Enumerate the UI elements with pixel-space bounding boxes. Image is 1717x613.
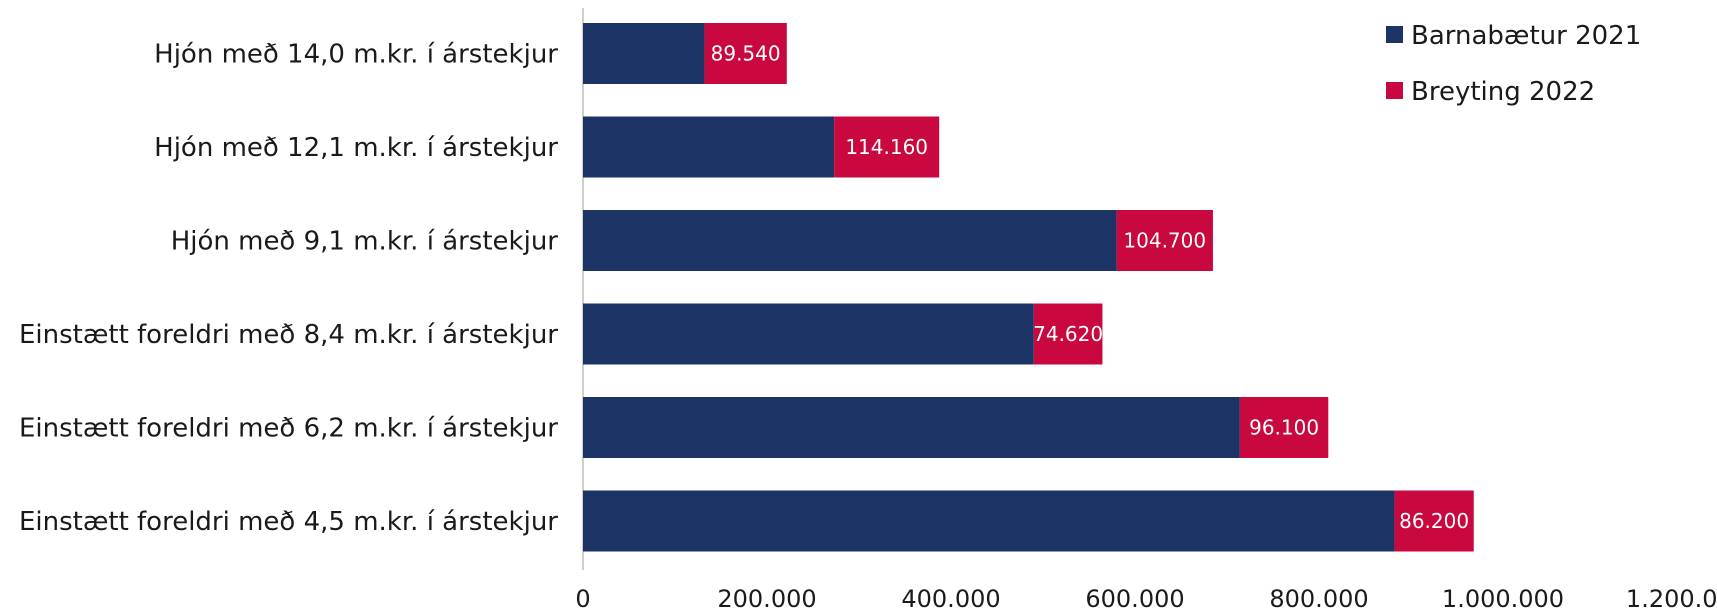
x-tick-label: 1.000.000 (1442, 585, 1564, 613)
x-axis-tick-labels: 0 200.000 400.000 600.000 800.000 1.000.000 1.… (575, 585, 1717, 613)
category-labels: Hjón með 14,0 m.kr. í árstekjur Hjón með … (19, 40, 558, 538)
x-tick-label: 1.200.000 (1626, 585, 1717, 613)
bar-segment-breyting-2022 (1116, 210, 1213, 271)
bar-segment-breyting-2022 (834, 116, 940, 178)
legend-label: Barnabætur 2021 (1411, 21, 1641, 51)
category-label: Hjón með 12,1 m.kr. í árstekjur (154, 133, 558, 163)
data-label: 86.200 (1399, 509, 1469, 533)
bar-segment-breyting-2022 (1033, 303, 1103, 365)
bar-segment-barnabaetur-2021 (583, 490, 1395, 552)
bar-segment-breyting-2022 (1394, 490, 1474, 552)
data-label: 114.160 (845, 135, 928, 159)
bar-segment-barnabaetur-2021 (583, 210, 1117, 271)
x-tick-label: 200.000 (717, 585, 816, 613)
bar-segment-barnabaetur-2021 (583, 303, 1034, 365)
legend-swatch (1386, 26, 1403, 43)
x-tick-label: 600.000 (1085, 585, 1184, 613)
bar-segment-barnabaetur-2021 (583, 23, 705, 84)
category-label: Hjón með 14,0 m.kr. í árstekjur (154, 40, 558, 70)
data-label: 104.700 (1123, 229, 1206, 253)
legend: Barnabætur 2021 Breyting 2022 (1386, 21, 1641, 107)
x-tick-label: 800.000 (1269, 585, 1368, 613)
legend-label: Breyting 2022 (1411, 77, 1595, 107)
bar-segment-breyting-2022 (704, 23, 787, 84)
category-label: Einstætt foreldri með 8,4 m.kr. í árstek… (19, 320, 558, 350)
category-label: Einstætt foreldri með 4,5 m.kr. í árstek… (19, 507, 558, 537)
x-tick-label: 400.000 (901, 585, 1000, 613)
data-label: 74.620 (1033, 322, 1103, 346)
bar-segment-breyting-2022 (1239, 397, 1329, 458)
x-tick-label: 0 (575, 585, 590, 613)
data-label: 89.540 (711, 42, 781, 66)
data-label: 96.100 (1249, 416, 1319, 440)
bar-segment-barnabaetur-2021 (583, 397, 1240, 458)
category-label: Hjón með 9,1 m.kr. í árstekjur (171, 227, 559, 257)
bars-group: 89.540 114.160 104.700 74.620 96.100 86.200 (583, 23, 1474, 552)
bar-segment-barnabaetur-2021 (583, 116, 835, 178)
category-label: Einstætt foreldri með 6,2 m.kr. í árstek… (19, 414, 558, 444)
legend-swatch (1386, 82, 1403, 99)
